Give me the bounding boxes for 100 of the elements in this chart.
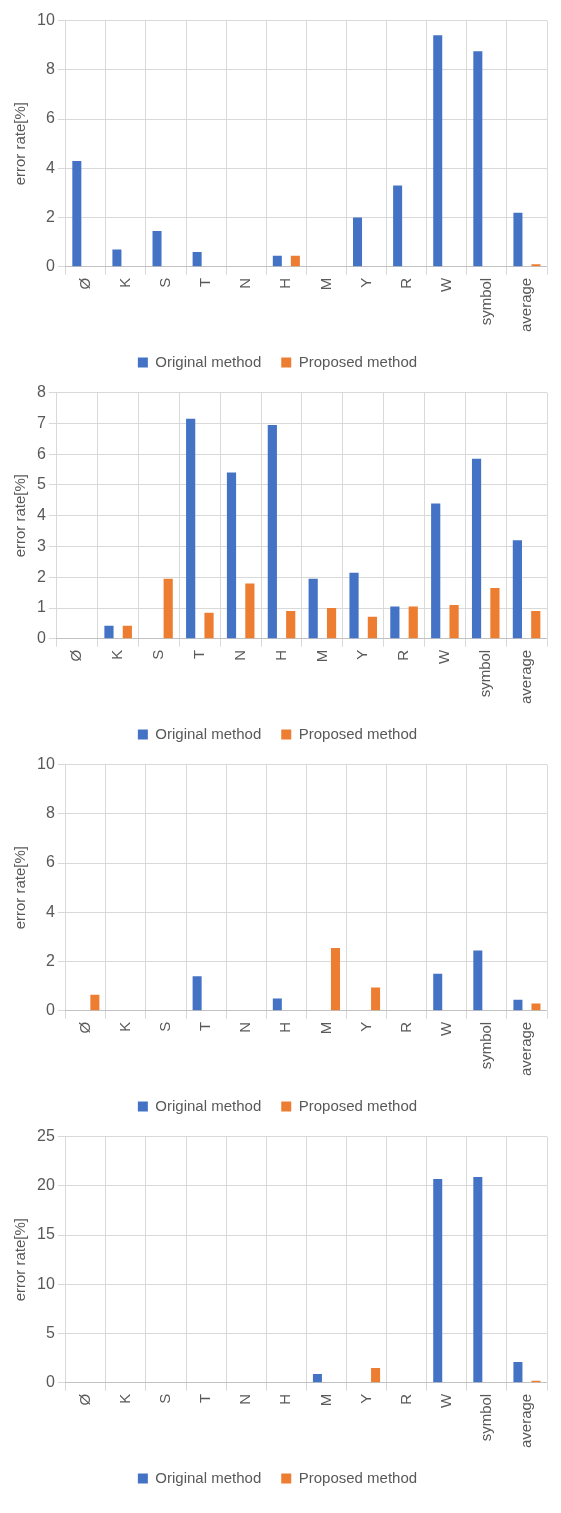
x-tick-label: S [156,277,174,288]
bar [473,51,483,267]
y-tick-label: 6 [36,444,46,462]
y-tick-label: 10 [37,11,55,29]
legend-label: Original method [155,1096,262,1114]
y-tick-label: 8 [45,60,55,78]
bar [290,255,300,267]
legend-label: Proposed method [298,724,418,742]
y-tick-label: 3 [36,536,46,554]
legend-label: Original method [155,724,262,742]
legend-label: Original method [155,352,262,370]
y-tick-label: 1 [36,598,46,616]
bar [393,185,403,267]
x-tick-label: Y [353,649,371,660]
legend-label: Original method [155,1468,262,1486]
x-tick-label: W [436,276,454,292]
x-tick-label: M [316,277,334,291]
bar [408,606,418,639]
x-tick-label: R [396,1021,414,1033]
bar [531,611,541,639]
bar [330,948,340,1011]
y-axis-title: error rate[%] [11,102,29,186]
bar [204,612,214,639]
bar [267,424,277,639]
y-tick-label: 25 [37,1127,55,1145]
y-tick-label: 15 [37,1225,55,1243]
bar [512,540,522,639]
bar [226,472,237,639]
x-tick-label: N [236,1393,254,1405]
y-tick-label: 8 [36,383,46,401]
x-tick-label: average [517,277,535,333]
x-tick-label: Y [356,1393,374,1404]
y-tick-label: 2 [45,207,55,225]
y-tick-label: 0 [36,629,46,647]
x-tick-label: M [312,649,330,663]
bar [122,625,132,639]
x-tick-label: M [316,1021,334,1035]
x-tick-label: Ø [75,1021,93,1034]
y-tick-label: 4 [45,902,55,920]
y-axis-title: error rate[%] [11,846,29,930]
bar [326,608,337,639]
legend-label: Proposed method [298,352,418,370]
x-tick-label: H [276,1021,294,1033]
x-tick-label: Y [356,1021,374,1032]
x-tick-label: T [196,277,214,287]
x-tick-label: H [271,649,289,661]
x-tick-label: K [116,277,134,288]
y-tick-label: 4 [45,158,55,176]
bar [245,583,255,639]
x-tick-label: S [156,1021,174,1032]
x-tick-label: W [436,1020,454,1036]
x-tick-label: N [230,649,248,661]
bar [433,973,443,1011]
y-tick-label: 0 [45,1001,55,1019]
y-tick-label: 5 [36,475,46,493]
bar [349,572,359,639]
x-tick-label: symbol [476,1021,494,1070]
x-tick-label: Y [356,277,374,288]
bar [433,35,443,267]
y-tick-label: 6 [45,109,55,127]
bar [104,625,114,639]
bar [192,976,202,1011]
y-axis-title: error rate[%] [11,1218,29,1302]
y-tick-label: 2 [36,567,46,585]
bar [192,252,202,267]
bar [371,1368,381,1383]
x-tick-label: average [517,1393,535,1449]
x-tick-label: Ø [75,1393,93,1406]
bar [513,1362,523,1383]
x-tick-label: T [196,1021,214,1031]
x-tick-label: N [236,277,254,289]
bar [473,950,483,1011]
x-tick-label: average [516,649,534,705]
bar [272,255,282,267]
bar [272,998,282,1011]
bar [112,249,122,267]
bar [371,987,381,1011]
bar [431,503,441,639]
x-tick-label: average [517,1021,535,1077]
bar [312,1373,322,1383]
legend-label: Proposed method [298,1096,418,1114]
x-tick-label: T [196,1393,214,1403]
x-tick-label: K [108,649,126,660]
bar [531,1003,541,1011]
bar [367,616,377,639]
legend-label: Proposed method [298,1468,418,1486]
x-tick-label: S [149,649,167,660]
bar [186,418,196,639]
x-tick-label: W [435,648,453,664]
x-tick-label: Ø [67,649,85,662]
y-axis-title: error rate[%] [11,474,29,558]
x-tick-label: T [189,649,207,659]
bar [152,231,162,267]
y-tick-label: 10 [37,1274,55,1292]
x-tick-label: Ø [75,277,93,290]
y-tick-label: 6 [45,853,55,871]
bar [513,999,523,1011]
y-tick-label: 4 [36,506,46,524]
y-tick-label: 0 [45,1373,55,1391]
bar [163,578,173,639]
